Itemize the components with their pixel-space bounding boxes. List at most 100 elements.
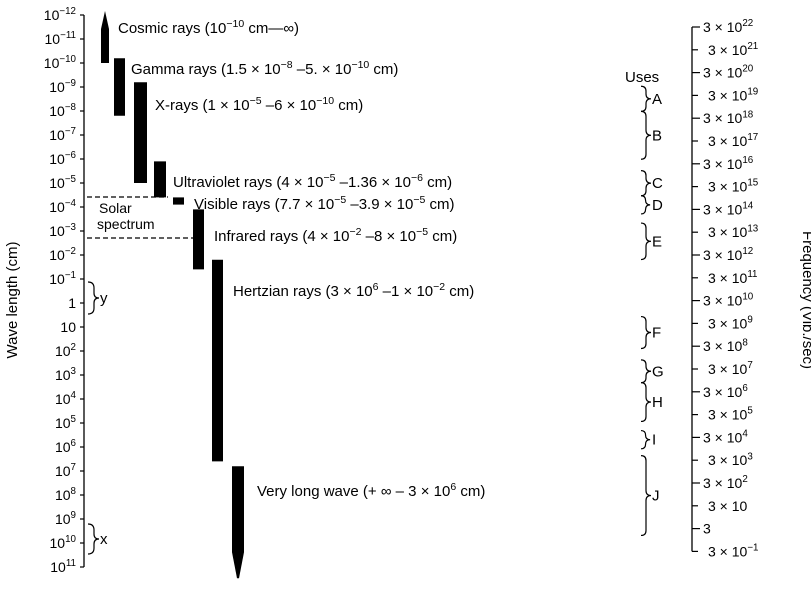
wavelength-tick-label: 10−9 (49, 78, 76, 95)
frequency-tick-label: 3 × 108 (703, 337, 748, 354)
use-brace-D (640, 195, 651, 215)
frequency-tick-label: 3 × 1010 (703, 292, 754, 309)
brace-y-label: y (100, 290, 108, 307)
frequency-tick-label: 3 × 10 (708, 498, 748, 514)
use-brace-E (640, 222, 652, 261)
frequency-tick-label: 3 × 1015 (708, 178, 759, 195)
band-label-visible: Visible rays (7.7 × 10−5 –3.9 × 10−5 cm) (194, 194, 455, 213)
wavelength-tick-label: 106 (55, 438, 77, 455)
use-label-E: E (652, 233, 662, 250)
frequency-tick-label: 3 × 1018 (703, 109, 754, 126)
frequency-tick-label: 3 × 105 (708, 406, 753, 423)
wavelength-tick-label: 10−4 (49, 198, 76, 215)
use-label-I: I (652, 432, 656, 449)
frequency-tick-label: 3 × 1014 (703, 201, 754, 218)
wavelength-tick-label: 10−8 (49, 102, 76, 119)
use-brace-G (640, 359, 652, 384)
frequency-tick-label: 3 × 1019 (708, 87, 758, 104)
band-infrared (193, 209, 204, 270)
band-hertzian (212, 259, 223, 462)
use-label-G: G (652, 363, 664, 380)
wavelength-tick-label: 10−10 (44, 54, 77, 71)
band-label-xray: X-rays (1 × 10−5 –6 × 10−10 cm) (155, 95, 363, 114)
wavelength-tick-label: 108 (55, 486, 77, 503)
frequency-tick-label: 3 × 1016 (703, 155, 754, 172)
frequency-tick-label: 3 × 1021 (708, 41, 758, 58)
band-label-cosmic: Cosmic rays (10−10 cm—∞) (118, 18, 299, 37)
wavelength-axis-label: Wave length (cm) (4, 242, 21, 359)
wavelength-tick-label: 1 (68, 295, 76, 311)
band-xray (134, 82, 147, 183)
solar-label: Solar (99, 200, 132, 216)
use-label-J: J (652, 488, 660, 505)
wavelength-tick-label: 103 (55, 366, 77, 383)
wavelength-tick-label: 109 (55, 510, 76, 527)
wavelength-tick-label: 10−11 (45, 30, 76, 47)
frequency-tick-label: 3 × 1012 (703, 246, 753, 263)
frequency-axis: 3 × 1022 3 × 1021 3 × 1020 3 × 1019 3 × 1018… (691, 18, 759, 560)
wavelength-tick-label: 107 (55, 462, 76, 479)
band-gamma (114, 58, 125, 116)
frequency-tick-label: 3 × 1011 (708, 269, 758, 286)
frequency-axis-label: Frequency (Vib./sec) (799, 231, 811, 369)
frequency-tick-label: 3 × 1017 (708, 132, 758, 149)
use-brace-I (640, 429, 651, 450)
spectrum-label: spectrum (97, 216, 155, 232)
wavelength-tick-label: 102 (55, 342, 76, 359)
wavelength-tick-label: 10−3 (49, 222, 76, 239)
band-cosmic (101, 11, 109, 63)
wavelength-tick-label: 104 (55, 390, 77, 407)
use-brace-J (640, 455, 652, 537)
wavelength-tick-label: 10−1 (49, 270, 76, 287)
use-label-F: F (652, 325, 661, 342)
use-label-H: H (652, 394, 663, 411)
frequency-tick-label: 3 × 106 (703, 383, 748, 400)
frequency-tick-label: 3 × 1020 (703, 64, 754, 81)
band-label-verylong: Very long wave (+ ∞ – 3 × 106 cm) (257, 481, 485, 500)
frequency-tick-label: 3 × 1022 (703, 18, 753, 35)
brace-y-shape (87, 281, 100, 315)
use-label-D: D (652, 197, 663, 214)
brace-x-label: x (100, 531, 108, 548)
use-brace-A (640, 85, 652, 112)
wavelength-tick-label: 105 (55, 414, 77, 431)
band-label-infrared: Infrared rays (4 × 10−2 –8 × 10−5 cm) (214, 226, 457, 245)
use-brace-F (640, 315, 652, 350)
band-label-gamma: Gamma rays (1.5 × 10−8 –5. × 10−10 cm) (131, 59, 398, 78)
wavelength-tick-label: 10−7 (49, 126, 76, 143)
band-verylong (232, 466, 244, 579)
uses-braces: A B CD E F GH I J (640, 85, 664, 537)
wavelength-tick-label: 1011 (50, 558, 76, 575)
solar-spectrum-marker: Solar spectrum (87, 196, 200, 239)
use-label-B: B (652, 127, 662, 144)
band-label-hertzian: Hertzian rays (3 × 106 –1 × 10−2 cm) (233, 281, 474, 300)
uses-label: Uses (625, 69, 659, 86)
spectrum-bands: Cosmic rays (10−10 cm—∞) Gamma rays (1.5 … (101, 11, 485, 579)
band-visible (173, 197, 184, 205)
wavelength-tick-label: 10−2 (49, 246, 76, 263)
band-uv (154, 161, 166, 198)
use-label-A: A (652, 91, 662, 108)
wavelength-tick-label: 10−6 (49, 150, 76, 167)
wavelength-braces: y x (87, 281, 108, 555)
use-brace-H (640, 382, 652, 423)
band-label-uv: Ultraviolet rays (4 × 10−5 –1.36 × 10−6 … (173, 172, 452, 191)
use-brace-C (640, 170, 652, 197)
frequency-tick-label: 3 × 104 (703, 429, 748, 446)
wavelength-tick-label: 1010 (50, 534, 77, 551)
frequency-tick-label: 3 × 10−1 (708, 543, 759, 560)
frequency-tick-label: 3 × 102 (703, 474, 748, 491)
frequency-tick-label: 3 (703, 521, 711, 537)
frequency-tick-label: 3 × 1013 (708, 223, 759, 240)
use-label-C: C (652, 175, 663, 192)
brace-x-shape (87, 523, 100, 555)
wavelength-tick-label: 10−12 (44, 6, 76, 23)
wavelength-tick-label: 10−5 (49, 174, 76, 191)
frequency-tick-label: 3 × 109 (708, 315, 753, 332)
wavelength-tick-label: 10 (60, 319, 76, 335)
use-brace-B (640, 110, 652, 160)
frequency-tick-label: 3 × 107 (708, 360, 753, 377)
frequency-tick-label: 3 × 103 (708, 451, 753, 468)
wavelength-axis: 10−1210−1110−1010−910−810−710−610−510−41… (44, 6, 85, 575)
